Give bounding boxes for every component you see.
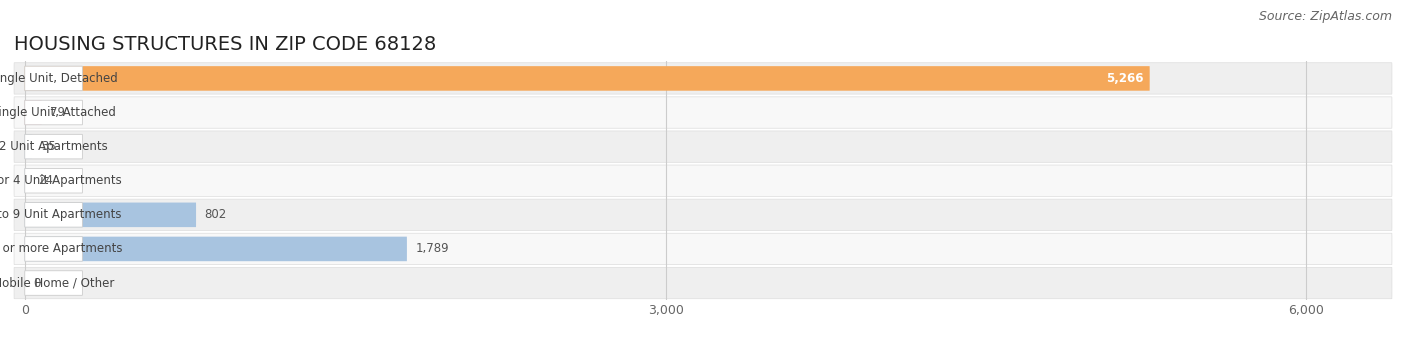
Text: 24: 24 — [38, 174, 53, 187]
FancyBboxPatch shape — [25, 134, 32, 159]
Text: 5,266: 5,266 — [1105, 72, 1143, 85]
Text: Source: ZipAtlas.com: Source: ZipAtlas.com — [1258, 10, 1392, 23]
Text: Single Unit, Detached: Single Unit, Detached — [0, 72, 118, 85]
Text: Single Unit, Attached: Single Unit, Attached — [0, 106, 117, 119]
Text: 802: 802 — [205, 208, 226, 221]
Text: Mobile Home / Other: Mobile Home / Other — [0, 277, 115, 290]
Text: 0: 0 — [34, 277, 41, 290]
Text: 10 or more Apartments: 10 or more Apartments — [0, 242, 122, 255]
FancyBboxPatch shape — [25, 203, 195, 227]
FancyBboxPatch shape — [25, 100, 83, 125]
FancyBboxPatch shape — [25, 168, 83, 193]
FancyBboxPatch shape — [14, 267, 1392, 299]
Text: 5 to 9 Unit Apartments: 5 to 9 Unit Apartments — [0, 208, 121, 221]
FancyBboxPatch shape — [25, 237, 83, 261]
FancyBboxPatch shape — [14, 97, 1392, 128]
FancyBboxPatch shape — [25, 237, 406, 261]
Text: 35: 35 — [41, 140, 55, 153]
FancyBboxPatch shape — [25, 66, 83, 91]
Text: HOUSING STRUCTURES IN ZIP CODE 68128: HOUSING STRUCTURES IN ZIP CODE 68128 — [14, 35, 436, 54]
FancyBboxPatch shape — [25, 134, 83, 159]
FancyBboxPatch shape — [25, 271, 83, 295]
FancyBboxPatch shape — [25, 203, 83, 227]
Text: 79: 79 — [51, 106, 65, 119]
Text: 1,789: 1,789 — [415, 242, 449, 255]
FancyBboxPatch shape — [14, 131, 1392, 162]
FancyBboxPatch shape — [14, 233, 1392, 265]
Text: 3 or 4 Unit Apartments: 3 or 4 Unit Apartments — [0, 174, 121, 187]
FancyBboxPatch shape — [25, 66, 1150, 91]
FancyBboxPatch shape — [14, 199, 1392, 231]
Text: 2 Unit Apartments: 2 Unit Apartments — [0, 140, 108, 153]
FancyBboxPatch shape — [25, 100, 42, 125]
FancyBboxPatch shape — [14, 63, 1392, 94]
FancyBboxPatch shape — [25, 168, 30, 193]
FancyBboxPatch shape — [14, 165, 1392, 196]
